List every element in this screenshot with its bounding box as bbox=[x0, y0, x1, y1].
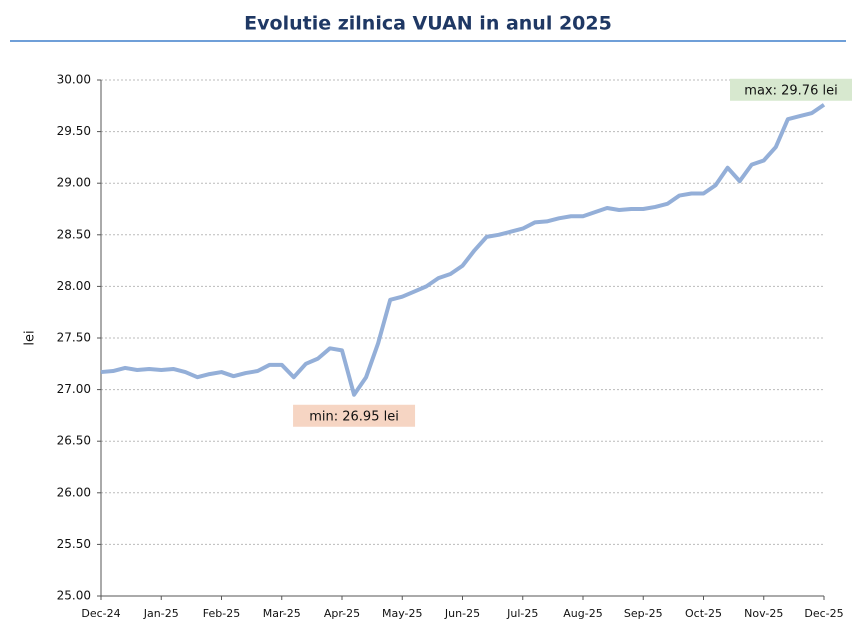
y-tick-label: 25.50 bbox=[57, 537, 91, 551]
x-tick-label: Oct-25 bbox=[685, 607, 722, 620]
x-tick-label: May-25 bbox=[382, 607, 423, 620]
y-tick-label: 30.00 bbox=[57, 73, 91, 87]
annotation: min: 26.95 lei bbox=[309, 409, 399, 424]
annotation-box bbox=[293, 404, 416, 427]
x-tick-label: Dec-25 bbox=[804, 607, 843, 620]
y-tick-label: 27.50 bbox=[57, 331, 91, 345]
line-series bbox=[100, 103, 826, 397]
y-tick-label: 29.00 bbox=[57, 176, 91, 190]
x-tick-label: Feb-25 bbox=[203, 607, 240, 620]
y-axis-label: lei bbox=[23, 330, 38, 345]
y-tick-label: 25.00 bbox=[57, 589, 91, 603]
x-tick-label: Nov-25 bbox=[744, 607, 783, 620]
annotation-box bbox=[730, 78, 852, 101]
y-tick-label: 29.50 bbox=[57, 124, 91, 138]
y-tick-label: 28.00 bbox=[57, 279, 91, 293]
x-tick-label: Aug-25 bbox=[563, 607, 602, 620]
x-tick-label: Apr-25 bbox=[324, 607, 360, 620]
y-tick-label: 27.00 bbox=[57, 382, 91, 396]
x-tick-label: Jul-25 bbox=[506, 607, 538, 620]
x-tick-label: Sep-25 bbox=[624, 607, 663, 620]
x-tick-label: Jan-25 bbox=[143, 607, 179, 620]
x-tick-label: Mar-25 bbox=[263, 607, 301, 620]
y-tick-label: 26.00 bbox=[57, 485, 91, 499]
annotation: max: 29.76 lei bbox=[744, 83, 837, 98]
x-tick-label: Dec-24 bbox=[81, 607, 120, 620]
chart-title: Evolutie zilnica VUAN in anul 2025 bbox=[244, 13, 612, 35]
x-tick-label: Jun-25 bbox=[444, 607, 480, 620]
y-tick-label: 28.50 bbox=[57, 227, 91, 241]
y-tick-label: 26.50 bbox=[57, 434, 91, 448]
